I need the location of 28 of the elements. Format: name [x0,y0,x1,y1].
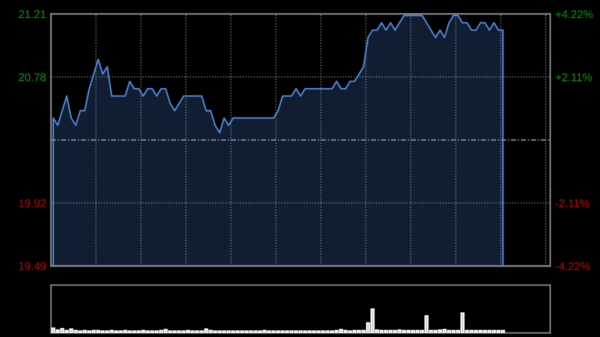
bar [474,330,478,333]
bar [406,330,411,333]
bar [500,330,506,333]
bar [496,330,501,333]
bar [424,315,429,333]
bar [487,330,492,333]
bar [451,330,456,333]
bar [442,328,447,333]
bar [460,312,465,333]
y-tick-label: 21.21 [18,10,46,18]
bar [469,330,474,333]
bar [446,330,452,333]
y2-tick-label: +2.11% [556,73,592,82]
bar [415,330,420,333]
bar [433,330,438,333]
bar [410,330,416,333]
bar [402,330,406,333]
bar [438,329,442,333]
y2-tick-label: -2.11% [556,199,590,208]
y-tick-label: 20.78 [18,73,46,82]
y-tick-label: 19.49 [19,262,46,270]
bar [478,330,483,333]
bar [492,330,496,333]
bar [397,329,402,333]
y2-tick-label: +4.22% [556,10,593,18]
y-tick-label: 19.92 [19,199,46,208]
y2-tick-label: -4.22% [556,262,590,270]
bar [482,330,488,333]
